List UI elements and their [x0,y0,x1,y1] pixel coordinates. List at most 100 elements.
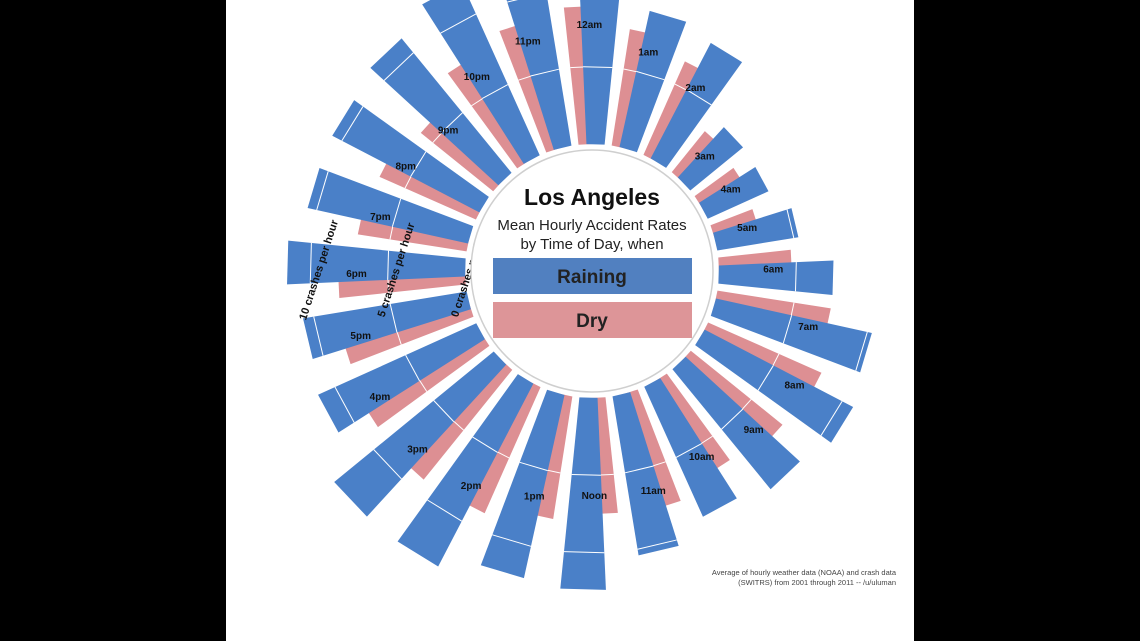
hour-label-1am: 1am [638,47,658,58]
raining-bar-noon [560,397,606,590]
gridline-tick [519,461,548,472]
hour-label-6am: 6am [763,265,783,276]
raining-bar-5am [713,208,799,251]
gridline-tick [405,354,420,382]
radial-accident-chart: 12am 1am 2am 3am 4am 5am 6am 7am 8am 9am 10am 11am N… [287,0,872,590]
hour-label-2pm: 2pm [461,481,482,492]
gridline-tick [433,400,455,423]
raining-bar-1pm [480,389,565,579]
raining-bar-8pm [332,100,489,213]
gridline-tick [316,171,329,211]
gridline-tick [389,303,398,333]
hour-label-7am: 7am [798,322,818,333]
hour-label-noon: Noon [582,491,608,502]
gridline-tick [794,262,797,292]
hour-label-11am: 11am [641,486,666,497]
hour-label-1pm: 1pm [524,492,545,503]
gridline-tick [686,89,712,106]
source-note: Average of hourly weather data (NOAA) an… [711,568,896,587]
bars-layer [287,0,872,590]
gridline-tick [373,449,402,480]
raining-bar-12am [580,0,620,145]
hour-label-10am: 10am [689,452,715,463]
chart-subtitle-line-1: Mean Hourly Accident Rates [497,217,686,234]
raining-bar-8am [695,329,854,443]
gridline-tick [563,551,605,554]
gridline-tick [410,151,427,177]
chart-subtitle-line-2: by Time of Day, when [520,236,663,253]
hour-label-6pm: 6pm [346,269,367,280]
gridline-tick [427,499,463,522]
gridline-tick [820,400,843,436]
hour-label-4pm: 4pm [370,392,391,403]
gridline-tick [472,436,498,453]
raining-bar-7am [710,298,872,373]
raining-bar-2am [650,42,743,168]
gridline-tick [571,473,601,476]
gridline-tick [391,198,402,227]
gridline-tick [757,365,774,391]
gridline-tick [675,443,703,458]
raining-bar-9am [672,356,800,490]
gridline-tick [492,534,532,547]
hour-label-11pm: 11pm [515,37,541,48]
dry-bar-3pm [400,360,513,480]
dry-bar-4pm [361,333,490,428]
raining-bar-2pm [397,374,534,567]
raining-bar-5pm [302,291,471,360]
hour-label-5am: 5am [737,223,757,234]
raining-bar-4am [699,166,769,219]
raining-bar-3am [677,127,744,191]
gridline-tick [637,539,677,550]
hour-labels-layer: 12am 1am 2am 3am 4am 5am 6am 7am 8am 9am 10am 11am N… [346,20,818,502]
gridline-tick [313,316,324,356]
gridline-tick [507,0,518,3]
raining-bar-1am [619,10,687,153]
gridline-tick [341,106,364,142]
gridline-tick [636,70,665,81]
hour-label-8am: 8am [784,381,804,392]
gridline-tick [387,250,390,280]
hour-label-12am: 12am [577,20,603,31]
raining-bar-11am [612,392,679,556]
legend-dry-swatch [493,302,692,338]
legend-raining-label: Raining [557,267,627,288]
hour-label-9pm: 9pm [438,126,459,137]
hour-label-8pm: 8pm [395,162,416,173]
dry-bar-9am [681,350,783,446]
gridline-tick [855,331,868,371]
raining-bar-6am [718,260,834,296]
gridline-tick [624,465,654,474]
gridline-tick [309,242,312,284]
gridline-tick [440,13,477,34]
raining-bar-10am [644,378,737,517]
gridline-tick [782,315,793,344]
hour-label-4am: 4am [721,184,741,195]
hour-label-9am: 9am [744,425,764,436]
legend-dry-label: Dry [576,311,608,332]
gridline-tick [583,66,613,69]
hour-label-3pm: 3pm [407,445,428,456]
gridline-tick [530,68,560,77]
raining-bar-6pm [287,240,466,285]
raining-bar-9pm [370,38,512,186]
gridline-tick [334,386,355,423]
raining-bar-7pm [307,168,474,244]
gridline-tick [721,408,744,430]
hour-label-10pm: 10pm [464,72,490,83]
gridline-tick [383,52,414,81]
dry-bar-3am [671,131,721,182]
gridline-tick [786,209,795,239]
hour-label-5pm: 5pm [350,331,371,342]
raining-bar-10pm [422,0,540,164]
gridline-tick [440,112,463,134]
raining-bar-4pm [318,323,485,433]
raining-bar-11pm [506,0,572,150]
gridline-tick [481,84,509,99]
raining-bar-3pm [334,351,507,517]
hour-label-2am: 2am [685,83,705,94]
hour-label-3am: 3am [695,151,715,162]
chart-panel: 12am 1am 2am 3am 4am 5am 6am 7am 8am 9am 10am 11am N… [226,0,914,641]
center-legend: Los Angeles Mean Hourly Accident Rates b… [470,149,714,393]
chart-title: Los Angeles [524,184,660,210]
